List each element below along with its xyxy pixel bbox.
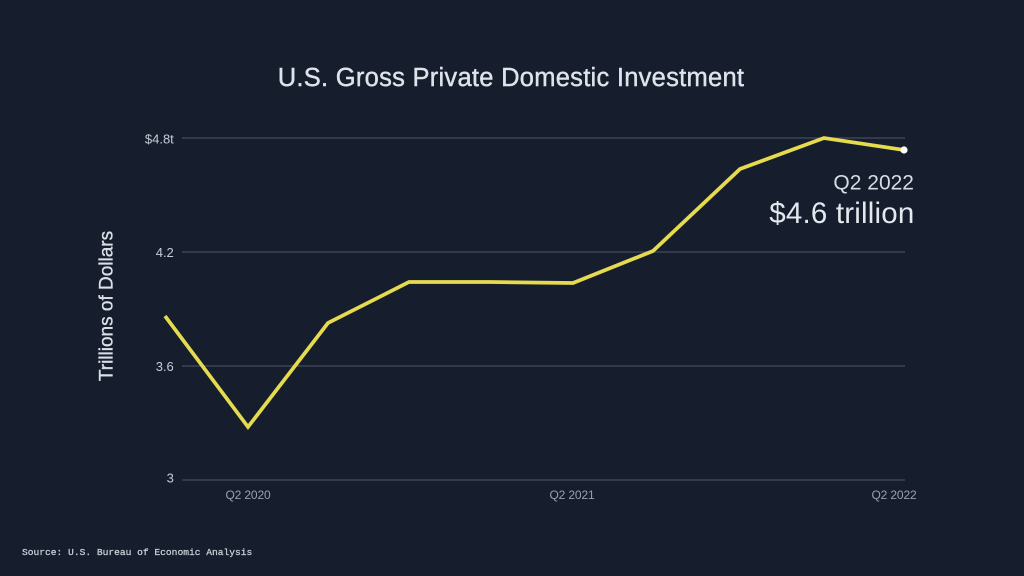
svg-text:Q2 2021: Q2 2021 [550, 488, 595, 502]
svg-text:3: 3 [167, 471, 174, 486]
svg-text:Q2 2022: Q2 2022 [833, 172, 914, 195]
svg-text:$4.6 trillion: $4.6 trillion [769, 197, 914, 230]
svg-text:Q2 2022: Q2 2022 [872, 488, 917, 502]
svg-text:Trillions of Dollars: Trillions of Dollars [97, 231, 118, 381]
svg-text:4.2: 4.2 [156, 245, 174, 260]
svg-text:Source: U.S. Bureau of Economi: Source: U.S. Bureau of Economic Analysis [22, 547, 252, 558]
svg-text:Q2 2020: Q2 2020 [226, 488, 271, 502]
svg-text:3.6: 3.6 [156, 359, 174, 374]
svg-text:$4.8t: $4.8t [145, 132, 174, 147]
svg-text:U.S. Gross Private Domestic In: U.S. Gross Private Domestic Investment [278, 64, 745, 92]
